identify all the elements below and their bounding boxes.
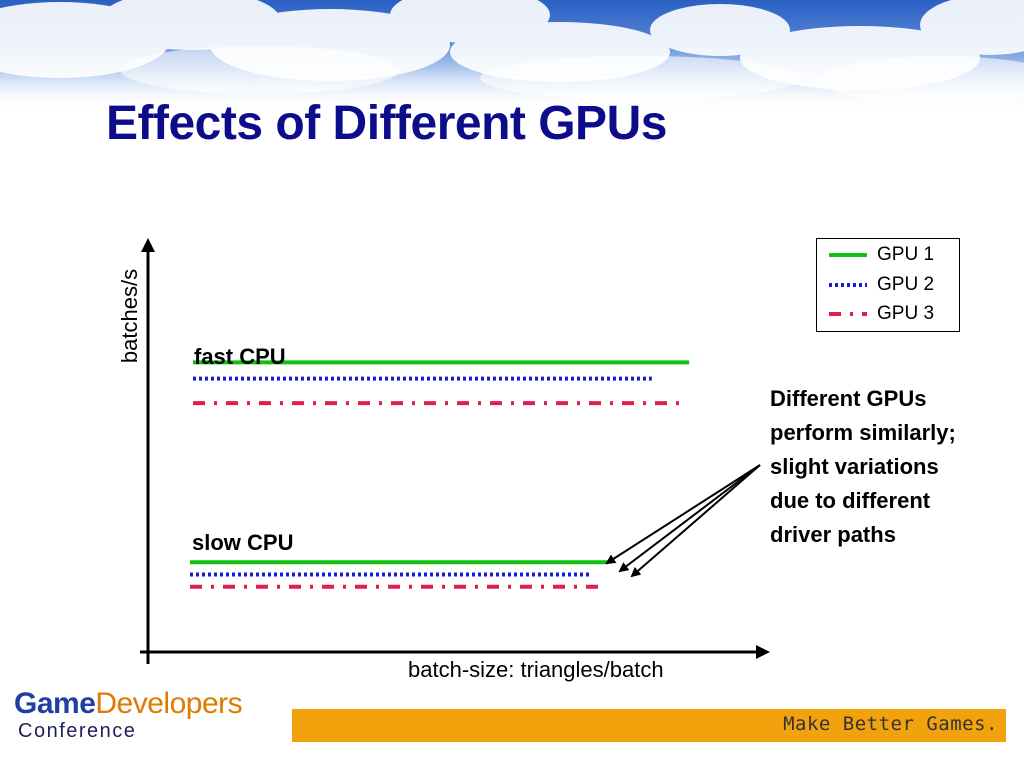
group-label-slow-cpu: slow CPU xyxy=(192,530,294,555)
legend: GPU 1 GPU 2 GPU 3 xyxy=(816,238,960,332)
legend-item-gpu2: GPU 2 xyxy=(825,272,934,298)
annotation-arrow xyxy=(618,464,761,573)
gdc-logo: GameDevelopers Conference xyxy=(14,687,243,743)
annotation-arrow xyxy=(605,464,761,565)
legend-item-gpu1: GPU 1 xyxy=(825,242,934,268)
annotation-text: Different GPUs perform similarly; slight… xyxy=(770,386,956,547)
x-axis-label: batch-size: triangles/batch xyxy=(408,657,664,682)
footer-tagline: Make Better Games. xyxy=(783,713,998,735)
annotation-arrows xyxy=(605,464,761,578)
y-axis-arrow-icon xyxy=(141,238,155,252)
logo-game-text: Game xyxy=(14,687,96,720)
legend-swatch-gpu1 xyxy=(829,253,867,257)
slide-title: Effects of Different GPUs xyxy=(106,97,667,150)
legend-label: GPU 2 xyxy=(877,274,935,295)
legend-swatch-gpu3 xyxy=(829,312,867,316)
footer-bar: Make Better Games. xyxy=(292,709,1006,742)
legend-swatch-gpu2 xyxy=(829,283,867,287)
y-axis-label: batches/s xyxy=(117,268,142,364)
legend-item-gpu3: GPU 3 xyxy=(825,301,934,327)
logo-developers-text: Developers xyxy=(95,687,243,720)
sky-banner xyxy=(0,0,1024,110)
group-label-fast-cpu: fast CPU xyxy=(194,344,286,369)
x-axis-arrow-icon xyxy=(756,645,770,659)
legend-label: GPU 3 xyxy=(877,303,935,324)
legend-label: GPU 1 xyxy=(877,244,935,265)
annotation-arrow xyxy=(630,464,761,578)
logo-conference-text: Conference xyxy=(18,720,137,742)
